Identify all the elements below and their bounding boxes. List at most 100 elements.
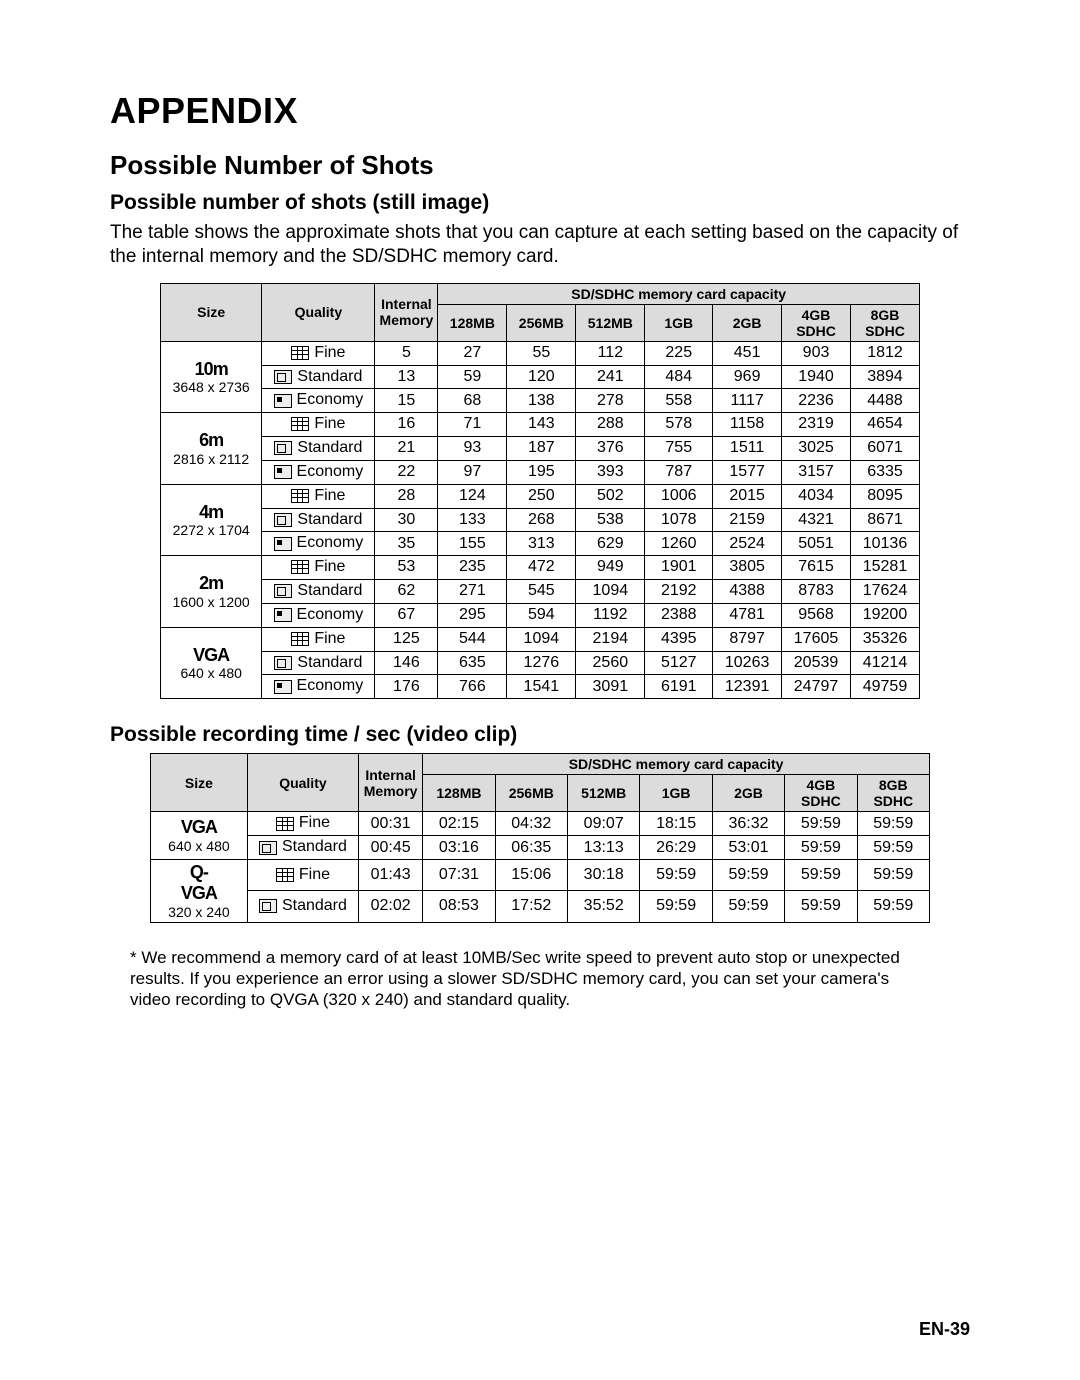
col-128MB: 128MB <box>423 775 495 812</box>
quality-cell: Standard <box>262 580 375 604</box>
col-size: Size <box>151 754 248 812</box>
col-quality: Quality <box>247 754 358 812</box>
quality-cell: Standard <box>262 365 375 389</box>
value-cell: 06:35 <box>495 836 567 860</box>
quality-cell: Fine <box>262 413 375 437</box>
video-clip-table: SizeQualityInternalMemorySD/SDHC memory … <box>150 753 930 922</box>
value-cell: 97 <box>438 460 507 484</box>
table-row: Standard135912024148496919403894 <box>161 365 920 389</box>
value-cell: 4395 <box>645 627 713 651</box>
value-cell: 8783 <box>782 580 851 604</box>
table-row: Economy176766154130916191123912479749759 <box>161 675 920 699</box>
table-row: Economy67295594119223884781956819200 <box>161 603 920 627</box>
col-256MB: 256MB <box>495 775 567 812</box>
size-cell: 10m3648 x 2736 <box>161 341 262 412</box>
size-top: VGA <box>165 645 257 666</box>
size-cell: 4m2272 x 1704 <box>161 484 262 555</box>
value-cell: 67 <box>375 603 438 627</box>
value-cell: 146 <box>375 651 438 675</box>
fine-icon <box>291 346 309 360</box>
appendix-heading: APPENDIX <box>110 90 970 132</box>
value-cell: 594 <box>507 603 576 627</box>
quality-label: Economy <box>297 534 364 551</box>
quality-cell: Fine <box>262 341 375 365</box>
value-cell: 949 <box>576 556 645 580</box>
economy-icon <box>274 394 292 408</box>
value-cell: 16 <box>375 413 438 437</box>
fine-icon <box>276 868 294 882</box>
col-1GB: 1GB <box>640 775 712 812</box>
value-cell: 1276 <box>507 651 576 675</box>
value-cell: 2319 <box>782 413 851 437</box>
value-cell: 545 <box>507 580 576 604</box>
value-cell: 1511 <box>713 437 782 461</box>
value-cell: 59:59 <box>857 812 929 836</box>
value-cell: 17:52 <box>495 891 567 922</box>
value-cell: 9568 <box>782 603 851 627</box>
value-cell: 00:45 <box>358 836 422 860</box>
value-cell: 3091 <box>576 675 645 699</box>
value-cell: 2388 <box>645 603 713 627</box>
size-cell: 6m2816 x 2112 <box>161 413 262 484</box>
table-row: Economy1568138278558111722364488 <box>161 389 920 413</box>
value-cell: 15281 <box>850 556 919 580</box>
value-cell: 787 <box>645 460 713 484</box>
value-cell: 1094 <box>576 580 645 604</box>
value-cell: 250 <box>507 484 576 508</box>
quality-label: Fine <box>314 630 345 647</box>
value-cell: 502 <box>576 484 645 508</box>
value-cell: 08:53 <box>423 891 495 922</box>
col-1GB: 1GB <box>645 304 713 341</box>
value-cell: 120 <box>507 365 576 389</box>
value-cell: 4034 <box>782 484 851 508</box>
size-top: Q-VGA <box>155 862 243 903</box>
value-cell: 629 <box>576 532 645 556</box>
value-cell: 53 <box>375 556 438 580</box>
value-cell: 125 <box>375 627 438 651</box>
value-cell: 635 <box>438 651 507 675</box>
value-cell: 21 <box>375 437 438 461</box>
value-cell: 10136 <box>850 532 919 556</box>
standard-icon <box>274 370 292 384</box>
table-row: Standard00:4503:1606:3513:1326:2953:0159… <box>151 836 930 860</box>
value-cell: 26:29 <box>640 836 712 860</box>
size-bottom: 2816 x 2112 <box>165 451 257 467</box>
fine-icon <box>291 417 309 431</box>
value-cell: 15:06 <box>495 860 567 891</box>
standard-icon <box>274 584 292 598</box>
value-cell: 03:16 <box>423 836 495 860</box>
value-cell: 59:59 <box>785 836 857 860</box>
value-cell: 35 <box>375 532 438 556</box>
value-cell: 4321 <box>782 508 851 532</box>
value-cell: 1541 <box>507 675 576 699</box>
standard-icon <box>274 441 292 455</box>
value-cell: 62 <box>375 580 438 604</box>
value-cell: 8095 <box>850 484 919 508</box>
value-cell: 71 <box>438 413 507 437</box>
value-cell: 4654 <box>850 413 919 437</box>
value-cell: 451 <box>713 341 782 365</box>
quality-cell: Economy <box>262 532 375 556</box>
table-row: Standard301332685381078215943218671 <box>161 508 920 532</box>
quality-label: Economy <box>297 677 364 694</box>
quality-label: Economy <box>297 391 364 408</box>
col-128MB: 128MB <box>438 304 507 341</box>
size-cell: VGA640 x 480 <box>151 812 248 860</box>
value-cell: 53:01 <box>712 836 784 860</box>
still-image-table: SizeQualityInternalMemorySD/SDHC memory … <box>160 283 920 700</box>
value-cell: 271 <box>438 580 507 604</box>
value-cell: 138 <box>507 389 576 413</box>
col-512MB: 512MB <box>568 775 640 812</box>
quality-cell: Economy <box>262 675 375 699</box>
quality-cell: Fine <box>262 627 375 651</box>
quality-cell: Standard <box>247 891 358 922</box>
size-bottom: 320 x 240 <box>155 904 243 920</box>
quality-cell: Fine <box>262 484 375 508</box>
quality-cell: Fine <box>247 812 358 836</box>
value-cell: 41214 <box>850 651 919 675</box>
value-cell: 3805 <box>713 556 782 580</box>
value-cell: 1078 <box>645 508 713 532</box>
col-capacity-group: SD/SDHC memory card capacity <box>438 283 920 304</box>
value-cell: 2236 <box>782 389 851 413</box>
quality-cell: Economy <box>262 389 375 413</box>
